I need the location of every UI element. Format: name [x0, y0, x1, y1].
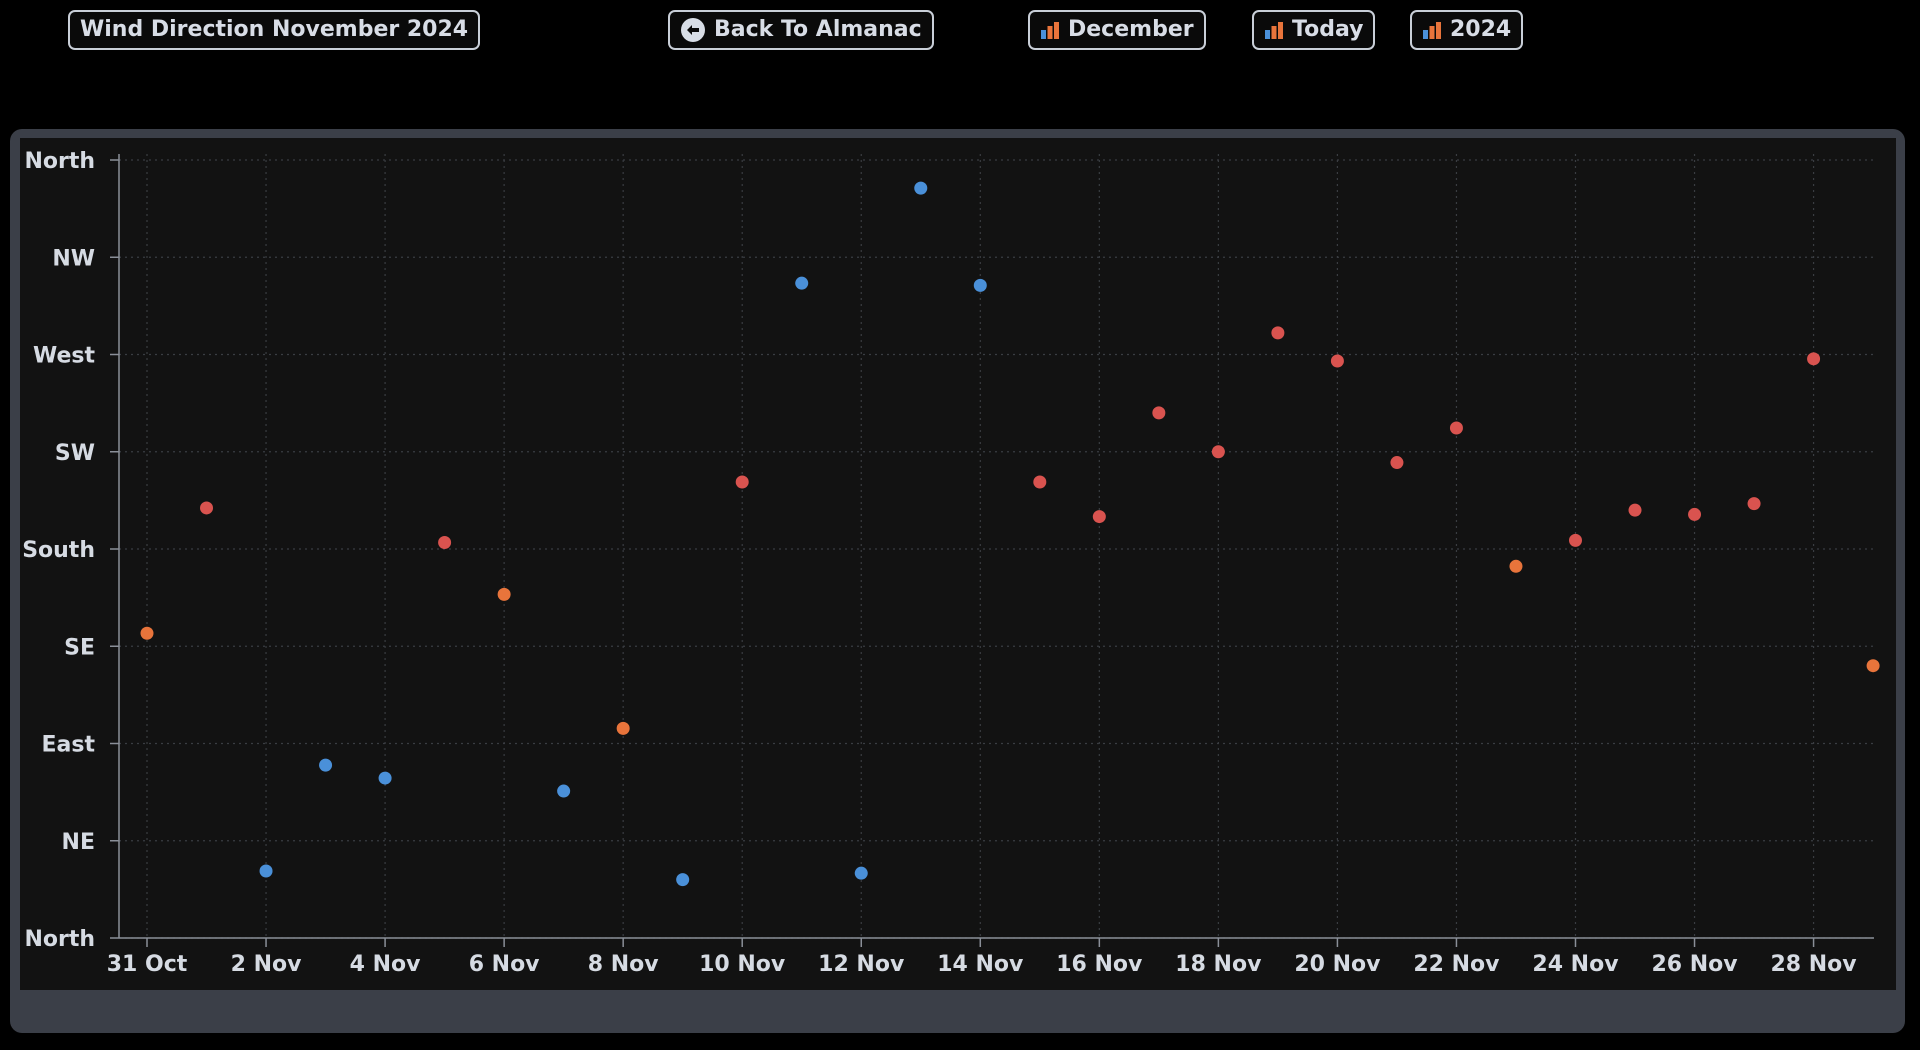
data-point[interactable]: 26 Nov	[1688, 507, 1702, 521]
data-point[interactable]: 19 Nov	[1271, 326, 1285, 340]
data-point[interactable]: 13 Nov	[914, 181, 928, 195]
bar-chart-icon	[1422, 20, 1442, 40]
y-tick-label: East	[42, 733, 96, 758]
x-tick-label: 16 Nov	[1056, 952, 1143, 977]
data-point[interactable]: 27 Nov	[1747, 497, 1761, 511]
data-point[interactable]: 10 Nov	[735, 475, 749, 489]
data-point[interactable]: 6 Nov	[497, 587, 511, 601]
bar-chart-icon	[1264, 20, 1284, 40]
y-tick-label: SW	[55, 441, 95, 466]
y-tick-label: North	[24, 927, 95, 952]
data-point[interactable]: 4 Nov	[378, 771, 392, 785]
y-tick-label: NW	[52, 246, 95, 271]
x-tick-label: 12 Nov	[818, 952, 905, 977]
data-point[interactable]: 2 Nov	[259, 864, 273, 878]
chart-background	[20, 138, 1896, 990]
data-point[interactable]: 23 Nov	[1509, 559, 1523, 573]
data-point[interactable]: 1 Nov	[200, 501, 214, 515]
data-point[interactable]: 25 Nov	[1628, 503, 1642, 517]
x-tick-label: 14 Nov	[937, 952, 1024, 977]
bar-chart-icon	[1040, 20, 1060, 40]
data-point[interactable]: 24 Nov	[1568, 533, 1582, 547]
page-title: Wind Direction November 2024	[80, 17, 469, 42]
data-point[interactable]: 29 Nov	[1866, 659, 1880, 673]
point-layer: 31 Oct 1 Nov 2 Nov 3 Nov 4 Nov 5 Nov 6 Nov 7 No…	[140, 181, 1880, 887]
y-tick-label: North	[24, 149, 95, 174]
x-tick-label: 20 Nov	[1294, 952, 1381, 977]
year-button[interactable]: 2024	[1410, 10, 1524, 50]
data-point[interactable]: 28 Nov	[1807, 352, 1821, 366]
x-tick-label: 18 Nov	[1175, 952, 1262, 977]
wind-direction-chart: North NE East SE South SW West NW North 31 Oct 2 N…	[22, 149, 1880, 977]
today-label: Today	[1292, 17, 1364, 42]
data-point[interactable]: 21 Nov	[1390, 456, 1404, 470]
x-tick-label: 8 Nov	[588, 952, 659, 977]
data-point[interactable]: 14 Nov	[973, 278, 987, 292]
page-title-button[interactable]: Wind Direction November 2024	[68, 10, 481, 50]
today-button[interactable]: Today	[1252, 10, 1376, 50]
x-tick-label: 28 Nov	[1770, 952, 1857, 977]
y-tick-label: NE	[62, 830, 95, 855]
december-button[interactable]: December	[1028, 10, 1206, 50]
data-point[interactable]: 3 Nov	[319, 758, 333, 772]
data-point[interactable]: 15 Nov	[1033, 475, 1047, 489]
year-label: 2024	[1450, 17, 1512, 42]
y-tick-label: South	[22, 538, 95, 563]
data-point[interactable]: 22 Nov	[1449, 421, 1463, 435]
x-tick-label: 22 Nov	[1413, 952, 1500, 977]
top-toolbar: Wind Direction November 2024 Back To Alm…	[0, 0, 1920, 70]
data-point[interactable]: 12 Nov	[854, 866, 868, 880]
x-tick-label: 2 Nov	[231, 952, 302, 977]
grid-layer	[119, 154, 1874, 939]
x-tick-label: 31 Oct	[107, 952, 188, 977]
back-to-almanac-button[interactable]: Back To Almanac	[668, 10, 934, 50]
x-tick-label: 26 Nov	[1651, 952, 1738, 977]
data-point[interactable]: 18 Nov	[1211, 445, 1225, 459]
data-point[interactable]: 31 Oct	[140, 626, 154, 640]
data-point[interactable]: 11 Nov	[795, 276, 809, 290]
x-tick-label: 4 Nov	[350, 952, 421, 977]
y-tick-label: SE	[64, 635, 95, 660]
data-point[interactable]: 5 Nov	[438, 536, 452, 550]
x-tick-label: 24 Nov	[1532, 952, 1619, 977]
data-point[interactable]: 9 Nov	[676, 873, 690, 887]
axis-layer: North NE East SE South SW West NW North 31 Oct 2 N…	[22, 149, 1874, 977]
back-arrow-circle-icon	[680, 17, 706, 43]
data-point[interactable]: 16 Nov	[1092, 510, 1106, 524]
data-point[interactable]: 20 Nov	[1330, 354, 1344, 368]
back-to-almanac-label: Back To Almanac	[714, 17, 922, 42]
data-point[interactable]: 7 Nov	[557, 784, 571, 798]
y-tick-label: West	[33, 344, 95, 369]
data-point[interactable]: 17 Nov	[1152, 406, 1166, 420]
x-tick-label: 6 Nov	[469, 952, 540, 977]
data-point[interactable]: 8 Nov	[616, 721, 630, 735]
december-label: December	[1068, 17, 1194, 42]
x-tick-label: 10 Nov	[699, 952, 786, 977]
